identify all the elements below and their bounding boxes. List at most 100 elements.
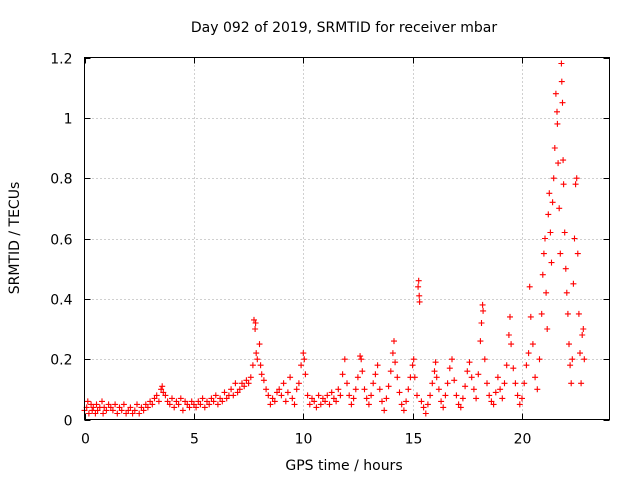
data-point [490,401,497,408]
data-point [466,359,473,366]
data-point [214,401,221,408]
data-point [539,271,546,278]
data-point [177,395,184,402]
data-point [129,410,136,417]
data-point [396,389,403,396]
data-point [526,283,533,290]
data-point [358,356,365,363]
data-point [256,341,263,348]
data-point [573,175,580,182]
data-point [201,404,208,411]
data-point [449,356,455,363]
data-point [278,392,285,399]
data-point [313,404,320,411]
data-point [109,407,116,414]
data-point [446,365,453,372]
data-point [249,362,256,369]
data-point [536,356,543,363]
data-point [370,380,377,387]
data-point [123,410,130,417]
data-point [311,398,318,405]
data-point [523,362,530,369]
data-point [335,386,342,393]
data-point [398,401,405,408]
data-point [442,392,449,399]
data-point [131,407,138,414]
data-point [300,350,307,357]
data-point [561,229,568,236]
x-tick-label: 15 [405,432,423,448]
data-point [529,341,536,348]
data-point [560,181,567,188]
data-point [575,310,582,317]
data-point [348,401,355,408]
data-point [477,338,484,345]
data-point [372,371,379,378]
data-point [234,389,241,396]
data-point [521,380,528,387]
data-point [247,374,254,381]
data-point [577,350,583,357]
data-point [525,350,532,357]
data-point [416,298,423,305]
data-point [258,371,265,378]
x-axis-label: GPS time / hours [285,458,402,474]
data-point [462,383,469,390]
data-point [326,401,333,408]
data-point [158,386,165,393]
data-point [212,392,219,399]
data-point [162,392,169,399]
data-point [120,401,127,408]
data-point [324,392,331,399]
x-tick-label: 20 [514,432,532,448]
data-point [453,392,460,399]
data-point [219,398,226,405]
data-point [144,404,151,411]
data-point [302,371,309,378]
data-point [409,362,416,369]
data-point [206,401,213,408]
data-point [251,316,257,323]
data-point [475,371,482,378]
data-point [230,392,237,399]
grid-layer [84,57,610,420]
data-point [569,356,576,363]
data-point [346,392,353,399]
data-point [389,350,396,357]
data-point [365,401,372,408]
data-point [90,404,97,411]
data-point [514,392,521,399]
data-point [140,407,147,414]
data-point [538,310,545,317]
data-point [344,380,350,387]
data-point [555,160,562,167]
data-point [468,374,475,381]
data-point [114,410,121,417]
tick-layer: 0 0.2 0.4 0.6 0.8 1 1.2 0 5 10 15 20 [50,52,610,448]
data-point [484,380,490,387]
data-point [291,401,298,408]
data-point [84,398,91,405]
data-point [93,401,100,408]
data-point [394,374,401,381]
data-point [554,120,561,127]
data-point [427,392,434,399]
data-point [159,383,166,390]
data-point [169,395,175,402]
data-point [508,341,515,348]
data-point [414,392,420,399]
data-point [260,377,267,384]
data-point [236,386,243,393]
data-point [295,380,302,387]
data-point [221,389,228,396]
data-point [497,386,504,393]
data-point [383,395,390,402]
data-point [89,407,96,414]
data-point [103,407,110,414]
data-point [403,398,410,405]
data-point [112,401,119,408]
chart-title: Day 092 of 2019, SRMTID for receiver mba… [191,20,498,36]
data-point [431,368,438,375]
data-point [546,190,553,197]
